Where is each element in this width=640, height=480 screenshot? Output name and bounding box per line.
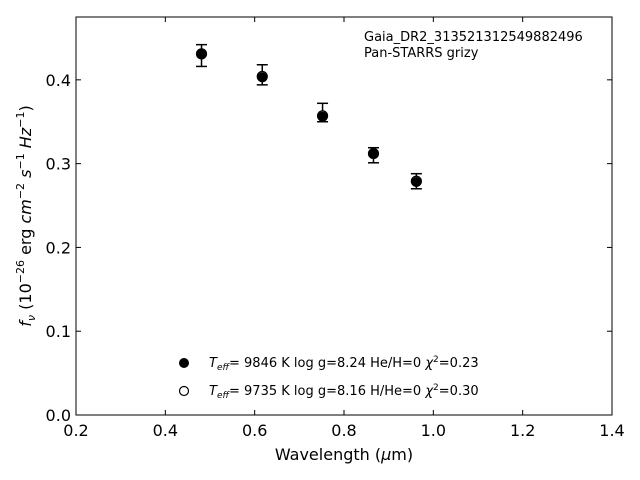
x-axis-title: Wavelength (μm) bbox=[275, 445, 413, 464]
legend-text-2: Teff= 9735 K log g=8.16 H/He=0 χ2=0.30 bbox=[209, 383, 479, 401]
legend: Teff= 9846 K log g=8.24 He/H=0 χ2=0.23 T… bbox=[178, 355, 479, 401]
model-point-filled bbox=[368, 148, 379, 159]
legend-entry-2: Teff= 9735 K log g=8.16 H/He=0 χ2=0.30 bbox=[178, 383, 479, 401]
x-tick-label: 0.4 bbox=[153, 421, 178, 440]
legend-marker-open bbox=[178, 385, 190, 397]
model-point-filled bbox=[257, 72, 268, 83]
y-tick-label: 0.2 bbox=[46, 238, 71, 257]
data-markers bbox=[195, 48, 422, 188]
legend-entry-1: Teff= 9846 K log g=8.24 He/H=0 χ2=0.23 bbox=[179, 355, 479, 373]
model-point-filled bbox=[317, 111, 328, 122]
object-id-label: Gaia_DR2_313521312549882496 bbox=[364, 30, 583, 45]
y-tick-label: 0.0 bbox=[46, 406, 71, 425]
model-point-filled bbox=[411, 176, 422, 188]
x-tick-label: 1.2 bbox=[510, 421, 535, 440]
y-tick-label: 0.3 bbox=[46, 155, 71, 174]
model-point-filled bbox=[196, 48, 207, 59]
y-tick-label: 0.4 bbox=[46, 71, 71, 90]
survey-label: Pan-STARRS grizy bbox=[364, 46, 479, 61]
error-bars bbox=[196, 43, 422, 190]
legend-marker-filled bbox=[179, 358, 189, 368]
x-tick-label: 0.6 bbox=[242, 421, 267, 440]
x-tick-label: 0.2 bbox=[63, 421, 88, 440]
legend-text-1: Teff= 9846 K log g=8.24 He/H=0 χ2=0.23 bbox=[209, 355, 479, 373]
y-axis-ticks: 0.0 0.1 0.2 0.3 0.4 bbox=[46, 71, 612, 425]
x-tick-label: 1.0 bbox=[421, 421, 446, 440]
x-tick-label: 1.4 bbox=[599, 421, 624, 440]
x-axis-ticks: 0.2 0.4 0.6 0.8 1.0 1.2 1.4 bbox=[63, 17, 625, 440]
y-axis-title: fν (10−26 erg cm−2 s−1 Hz−1) bbox=[14, 105, 38, 326]
x-tick-label: 0.8 bbox=[331, 421, 356, 440]
y-tick-label: 0.1 bbox=[46, 322, 71, 341]
